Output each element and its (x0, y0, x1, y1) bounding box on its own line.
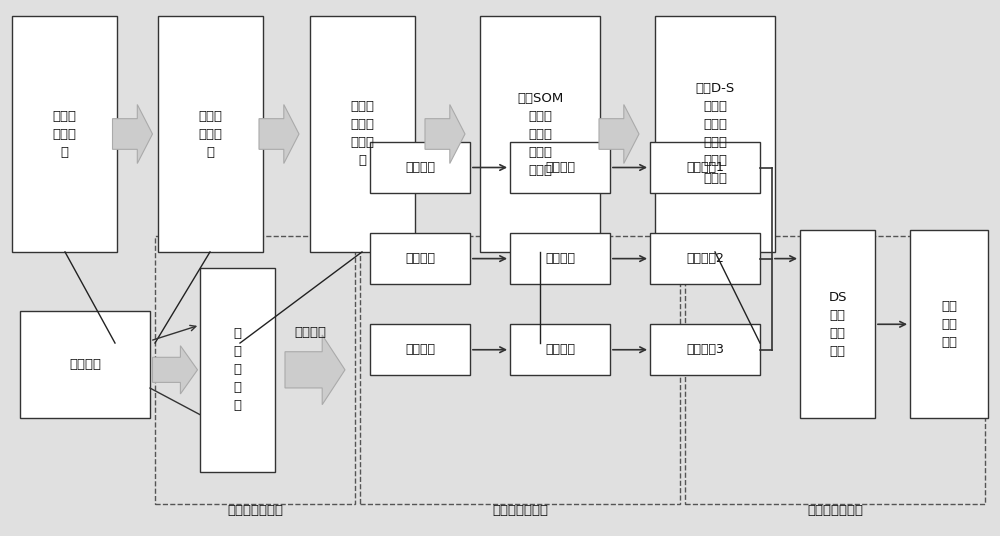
Bar (480, 16, 600, 252)
Bar (20, 311, 150, 418)
Text: 故障结论3: 故障结论3 (686, 343, 724, 356)
Text: 故障结论1: 故障结论1 (686, 161, 724, 174)
Bar (510, 142, 610, 193)
Bar (12, 16, 117, 252)
Text: 神经网络: 神经网络 (545, 343, 575, 356)
Text: 决策层信息融合: 决策层信息融合 (807, 504, 863, 517)
Text: 特征层信息融合: 特征层信息融合 (492, 504, 548, 517)
Bar (155, 236, 355, 504)
Text: 故障
诊断
结果: 故障 诊断 结果 (941, 300, 957, 349)
Text: 数据层信息融合: 数据层信息融合 (227, 504, 283, 517)
Text: 使用D-S
算法融
合故障
结论，
做出故
障决策: 使用D-S 算法融 合故障 结论， 做出故 障决策 (695, 83, 735, 185)
Bar (685, 236, 985, 504)
Polygon shape (285, 335, 345, 405)
Text: 时间特征: 时间特征 (405, 161, 435, 174)
Polygon shape (112, 105, 152, 163)
Bar (910, 230, 988, 418)
Text: 对故障
信号进
行预处
理: 对故障 信号进 行预处 理 (351, 101, 374, 167)
Text: 特征提取: 特征提取 (294, 326, 326, 339)
Text: 使用SOM
在特征
层进行
故障信
息融合: 使用SOM 在特征 层进行 故障信 息融合 (517, 92, 563, 176)
Text: 神经网络: 神经网络 (545, 252, 575, 265)
Polygon shape (599, 105, 639, 163)
Text: 信
号
预
处
理: 信 号 预 处 理 (234, 327, 242, 412)
Polygon shape (425, 105, 465, 163)
Bar (650, 233, 760, 284)
Text: DS
证据
融合
算法: DS 证据 融合 算法 (828, 291, 847, 358)
Bar (370, 233, 470, 284)
Bar (200, 268, 275, 472)
Bar (310, 16, 415, 252)
Polygon shape (259, 105, 299, 163)
Bar (510, 324, 610, 375)
Bar (510, 233, 610, 284)
Text: 神经网络: 神经网络 (545, 161, 575, 174)
Bar (370, 142, 470, 193)
Bar (650, 142, 760, 193)
Text: 建立故
障判据
库: 建立故 障判据 库 (52, 109, 76, 159)
Bar (370, 324, 470, 375)
Bar (650, 324, 760, 375)
Bar (360, 236, 680, 504)
Bar (800, 230, 875, 418)
Text: 频率特征: 频率特征 (405, 252, 435, 265)
Text: 故障结论2: 故障结论2 (686, 252, 724, 265)
Polygon shape (152, 346, 197, 394)
Text: 选取待
测信号
点: 选取待 测信号 点 (198, 109, 222, 159)
Text: 统计特征: 统计特征 (405, 343, 435, 356)
Bar (158, 16, 263, 252)
Text: 故障电路: 故障电路 (69, 358, 101, 371)
Bar (655, 16, 775, 252)
